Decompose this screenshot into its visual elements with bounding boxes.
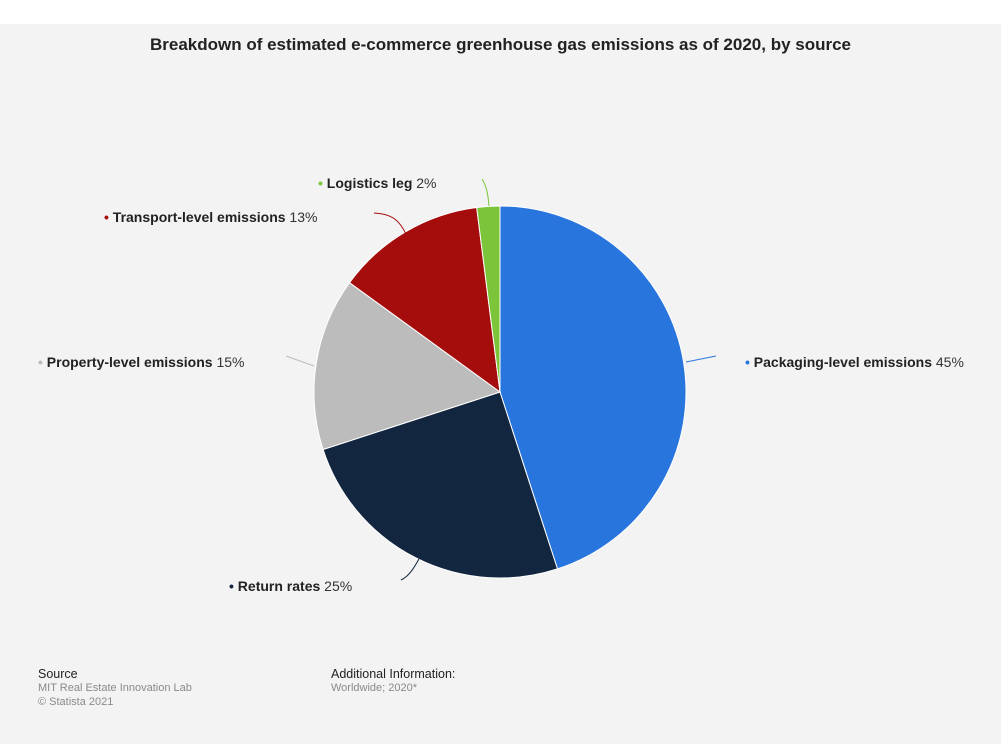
additional-info-block: Additional Information: Worldwide; 2020*: [331, 667, 455, 695]
legend-bullet-icon: •: [745, 354, 754, 370]
data-label-logistics-leg: • Logistics leg 2%: [318, 175, 437, 191]
pie-slice-return-rates[interactable]: [322, 391, 559, 579]
slice-name: Return rates: [238, 578, 324, 594]
slice-name: Transport-level emissions: [113, 209, 290, 225]
copyright: © Statista 2021: [38, 696, 114, 708]
data-label-transport-level-emissions: • Transport-level emissions 13%: [104, 209, 317, 225]
slice-value: 45%: [936, 354, 964, 370]
data-label-return-rates: • Return rates 25%: [229, 578, 352, 594]
slice-name: Property-level emissions: [47, 354, 217, 370]
legend-bullet-icon: •: [38, 354, 47, 370]
pie-slice-packaging-level-emissions[interactable]: [499, 205, 687, 570]
additional-info-text: Worldwide; 2020*: [331, 682, 418, 694]
slice-value: 25%: [324, 578, 352, 594]
source-block: Source MIT Real Estate Innovation Lab © …: [38, 667, 192, 709]
legend-bullet-icon: •: [229, 578, 238, 594]
slice-name: Packaging-level emissions: [754, 354, 936, 370]
data-label-property-level-emissions: • Property-level emissions 15%: [38, 354, 244, 370]
pie-slice-property-level-emissions[interactable]: [313, 281, 502, 451]
legend-bullet-icon: •: [318, 175, 327, 191]
additional-info-heading: Additional Information:: [331, 667, 456, 681]
slice-value: 15%: [216, 354, 244, 370]
slice-value: 2%: [416, 175, 436, 191]
top-strip: [0, 0, 1001, 24]
legend-bullet-icon: •: [104, 209, 113, 225]
pie-slice-logistics-leg[interactable]: [476, 205, 501, 393]
source-name[interactable]: MIT Real Estate Innovation Lab: [38, 682, 192, 694]
chart-title: Breakdown of estimated e-commerce greenh…: [149, 35, 852, 54]
data-label-packaging-level-emissions: • Packaging-level emissions 45%: [745, 354, 964, 370]
source-heading: Source: [38, 667, 78, 681]
connector-transport-level-emissions: [373, 212, 407, 235]
connector-logistics-leg: [481, 178, 490, 207]
connector-return-rates: [400, 547, 426, 581]
connector-packaging-level-emissions: [685, 355, 717, 363]
slice-name: Logistics leg: [327, 175, 416, 191]
connector-property-level-emissions: [285, 355, 315, 367]
slice-value: 13%: [289, 209, 317, 225]
